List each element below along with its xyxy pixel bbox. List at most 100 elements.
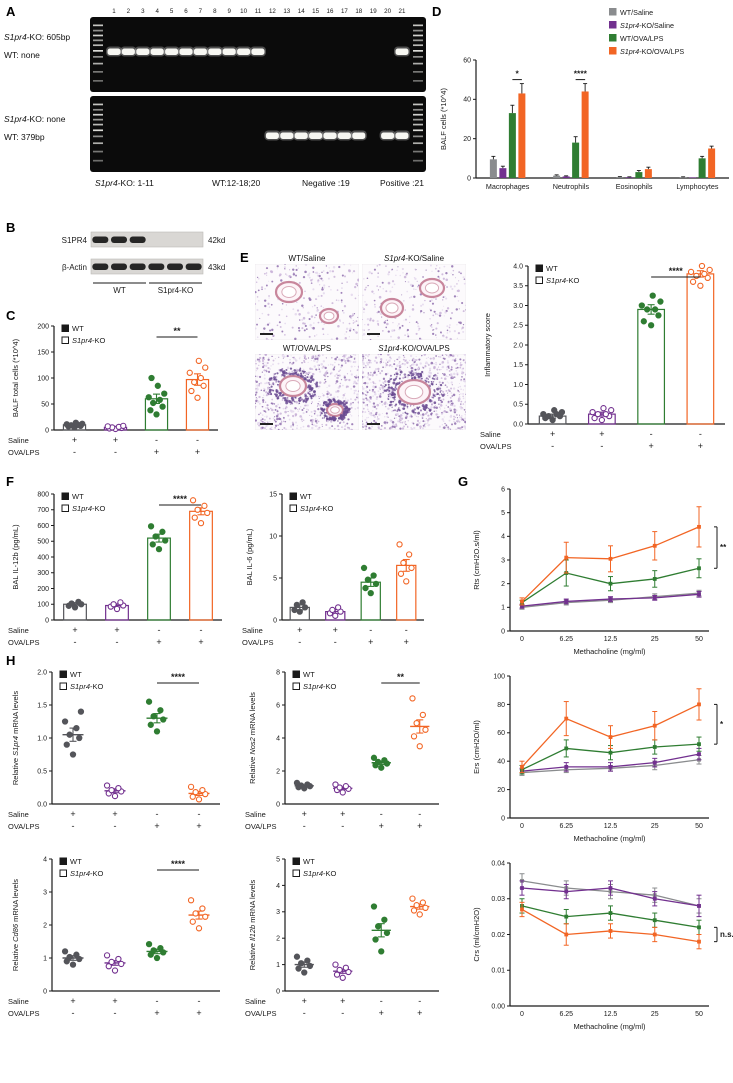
svg-text:5: 5	[170, 8, 174, 15]
svg-text:25: 25	[651, 823, 659, 830]
svg-text:0: 0	[273, 617, 277, 624]
svg-text:3: 3	[141, 8, 145, 15]
svg-text:1: 1	[276, 962, 280, 969]
svg-text:3.5: 3.5	[513, 283, 523, 290]
svg-text:0: 0	[43, 988, 47, 995]
svg-text:1.5: 1.5	[37, 702, 47, 709]
gel-bottom-genotype-label: S1pr4-KO: none	[4, 114, 66, 124]
svg-text:5: 5	[501, 510, 505, 517]
svg-text:2: 2	[127, 8, 131, 15]
svg-text:+: +	[404, 637, 409, 647]
svg-text:+: +	[297, 625, 302, 635]
svg-text:0: 0	[520, 823, 524, 830]
chart-cd86-mrna: 0 1 2 3 4 Relative Cd86 mRNA levels Saline + + - -…	[6, 845, 228, 1031]
svg-text:6: 6	[501, 486, 505, 493]
svg-text:Saline: Saline	[245, 810, 266, 819]
svg-text:n.s.: n.s.	[720, 930, 733, 939]
svg-text:400: 400	[37, 554, 49, 561]
panel-label-g: G	[458, 474, 469, 489]
svg-text:-: -	[298, 637, 301, 647]
svg-text:-: -	[341, 821, 344, 831]
svg-text:Saline: Saline	[8, 997, 29, 1006]
svg-text:-: -	[116, 637, 119, 647]
svg-text:WT/Saline: WT/Saline	[620, 8, 653, 17]
svg-text:6.25: 6.25	[559, 1011, 573, 1018]
chart-svg-D: 0 20 40 60 BALF cells (*10^4) Macrophages Neut…	[439, 8, 729, 191]
svg-text:+: +	[648, 441, 653, 451]
svg-text:4: 4	[501, 534, 505, 541]
svg-text:WT: WT	[546, 264, 558, 273]
svg-text:+: +	[112, 996, 117, 1006]
chart-balf-total-cells: 0 50 100 150 200 BALF total cells (*10^4) Sali…	[6, 312, 226, 470]
histology-ko-saline	[362, 264, 466, 340]
svg-text:S1pr4-KO/OVA/LPS: S1pr4-KO/OVA/LPS	[620, 47, 684, 56]
svg-text:9: 9	[227, 8, 231, 15]
svg-text:8: 8	[213, 8, 217, 15]
svg-text:OVA/LPS: OVA/LPS	[8, 1009, 40, 1018]
svg-text:0.5: 0.5	[37, 768, 47, 775]
svg-text:12.5: 12.5	[604, 823, 618, 830]
svg-text:BAL IL-12b (pg/mL): BAL IL-12b (pg/mL)	[11, 524, 20, 590]
svg-text:6.25: 6.25	[559, 823, 573, 830]
svg-text:60: 60	[497, 730, 505, 737]
histology-ko-ova	[362, 354, 466, 430]
svg-text:-: -	[650, 429, 653, 439]
svg-text:5: 5	[273, 575, 277, 582]
svg-text:0: 0	[501, 815, 505, 822]
svg-text:0.5: 0.5	[513, 402, 523, 409]
svg-text:150: 150	[37, 349, 49, 356]
svg-text:+: +	[156, 637, 161, 647]
svg-text:0: 0	[45, 617, 49, 624]
svg-text:1.5: 1.5	[513, 362, 523, 369]
svg-text:700: 700	[37, 507, 49, 514]
svg-text:1.0: 1.0	[37, 735, 47, 742]
svg-text:1.0: 1.0	[513, 382, 523, 389]
svg-text:WT: WT	[113, 286, 126, 295]
svg-text:4: 4	[43, 856, 47, 863]
svg-text:50: 50	[41, 401, 49, 408]
panel-label-h: H	[6, 653, 16, 668]
svg-text:+: +	[154, 821, 159, 831]
svg-text:OVA/LPS: OVA/LPS	[245, 822, 277, 831]
svg-text:S1pr4-KO: S1pr4-KO	[72, 336, 106, 345]
svg-text:+: +	[368, 637, 373, 647]
svg-text:3: 3	[501, 557, 505, 564]
svg-text:10: 10	[240, 8, 247, 15]
svg-text:OVA/LPS: OVA/LPS	[480, 442, 512, 451]
chart-svg-G1: 0 1 2 3 4 5 6 Rts (cmH2O.s/ml) 0 6.25 12.5 25 50 Meth…	[472, 486, 727, 656]
svg-text:-: -	[369, 625, 372, 635]
svg-text:21: 21	[399, 8, 406, 15]
svg-text:+: +	[113, 435, 118, 445]
svg-text:Relative Nos2 mRNA levels: Relative Nos2 mRNA levels	[248, 692, 257, 784]
chart-svg-H2: 0 2 4 6 8 Relative Nos2 mRNA levels Saline + + - -…	[245, 669, 439, 831]
svg-text:60: 60	[463, 57, 471, 64]
svg-text:42kd: 42kd	[208, 236, 225, 245]
svg-text:1: 1	[112, 8, 116, 15]
svg-text:+: +	[70, 996, 75, 1006]
western-blot-image: S1PR4 42kd β-Actin 43kd WT S1pr4-KO	[50, 227, 250, 301]
chart-svg-G3: 0.00 0.01 0.02 0.03 0.04 Crs (ml/cmH2O) 0 6.25 1…	[472, 860, 733, 1031]
svg-text:Macrophages: Macrophages	[486, 182, 530, 191]
svg-text:**: **	[173, 326, 181, 336]
svg-text:OVA/LPS: OVA/LPS	[8, 822, 40, 831]
svg-text:-: -	[196, 435, 199, 445]
svg-text:+: +	[114, 625, 119, 635]
svg-text:1: 1	[43, 955, 47, 962]
svg-text:0.02: 0.02	[491, 932, 505, 939]
histology-svg	[255, 354, 359, 430]
svg-text:-: -	[699, 429, 702, 439]
svg-text:16: 16	[327, 8, 334, 15]
svg-text:+: +	[72, 625, 77, 635]
svg-text:8: 8	[276, 669, 280, 676]
svg-text:S1pr4-KO: S1pr4-KO	[70, 869, 104, 878]
svg-text:50: 50	[695, 823, 703, 830]
svg-text:14: 14	[298, 8, 305, 15]
svg-text:2: 2	[276, 768, 280, 775]
svg-text:+: +	[698, 441, 703, 451]
svg-text:+: +	[550, 429, 555, 439]
svg-text:-: -	[72, 821, 75, 831]
svg-text:OVA/LPS: OVA/LPS	[245, 1009, 277, 1018]
svg-text:Relative Il12b mRNA levels: Relative Il12b mRNA levels	[248, 880, 257, 971]
panel-label-b: B	[6, 220, 16, 235]
